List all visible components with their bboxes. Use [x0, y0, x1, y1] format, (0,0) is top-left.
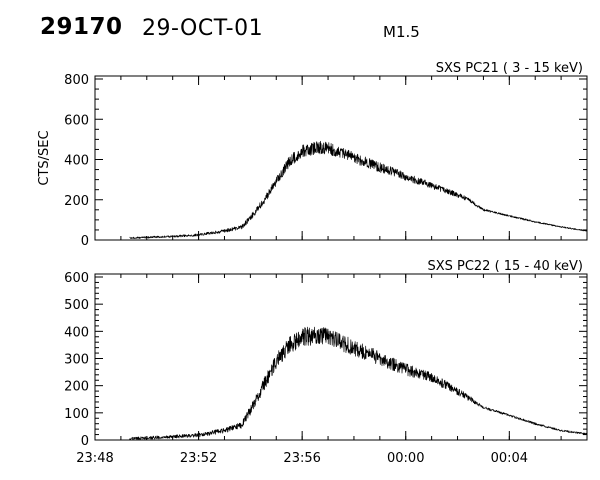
- x-tick-label: 00:04: [491, 451, 528, 466]
- x-tick-label: 23:56: [283, 451, 320, 466]
- x-tick-label: 00:00: [387, 451, 424, 466]
- y-tick-label: 400: [64, 325, 89, 340]
- y-tick-label: 800: [64, 73, 89, 88]
- y-tick-label: 600: [64, 271, 89, 286]
- y-tick-label: 400: [64, 154, 89, 169]
- plot-frame: [94, 273, 588, 441]
- x-tick-label: 23:48: [76, 451, 113, 466]
- y-axis-label: CTS/SEC: [37, 130, 52, 185]
- y-tick-label: 300: [64, 353, 89, 368]
- y-tick-label: 600: [64, 113, 89, 128]
- flare-class: M1.5: [383, 23, 420, 41]
- data-series-line: [129, 140, 588, 239]
- event-date: 29-OCT-01: [142, 16, 264, 41]
- plot-frame: [94, 75, 588, 241]
- data-series-line: [129, 326, 588, 441]
- event-id: 29170: [40, 14, 123, 40]
- y-tick-label: 500: [64, 298, 89, 313]
- panel-1: 0 200 400 600 800 SXS PC21 ( 3 - 15 keV) CTS/S…: [37, 61, 588, 249]
- x-tick-label: 23:52: [180, 451, 217, 466]
- panel-title: SXS PC21 ( 3 - 15 keV): [436, 61, 583, 76]
- y-tick-label: 0: [81, 234, 89, 249]
- y-tick-label: 0: [81, 434, 89, 449]
- panel-2: 0 100 200 300 400 500 600 SXS PC22 ( 15 - 40 ke…: [64, 259, 588, 466]
- y-tick-label: 200: [64, 194, 89, 209]
- y-tick-label: 200: [64, 380, 89, 395]
- panel-title: SXS PC22 ( 15 - 40 keV): [427, 259, 583, 274]
- y-tick-label: 100: [64, 407, 89, 422]
